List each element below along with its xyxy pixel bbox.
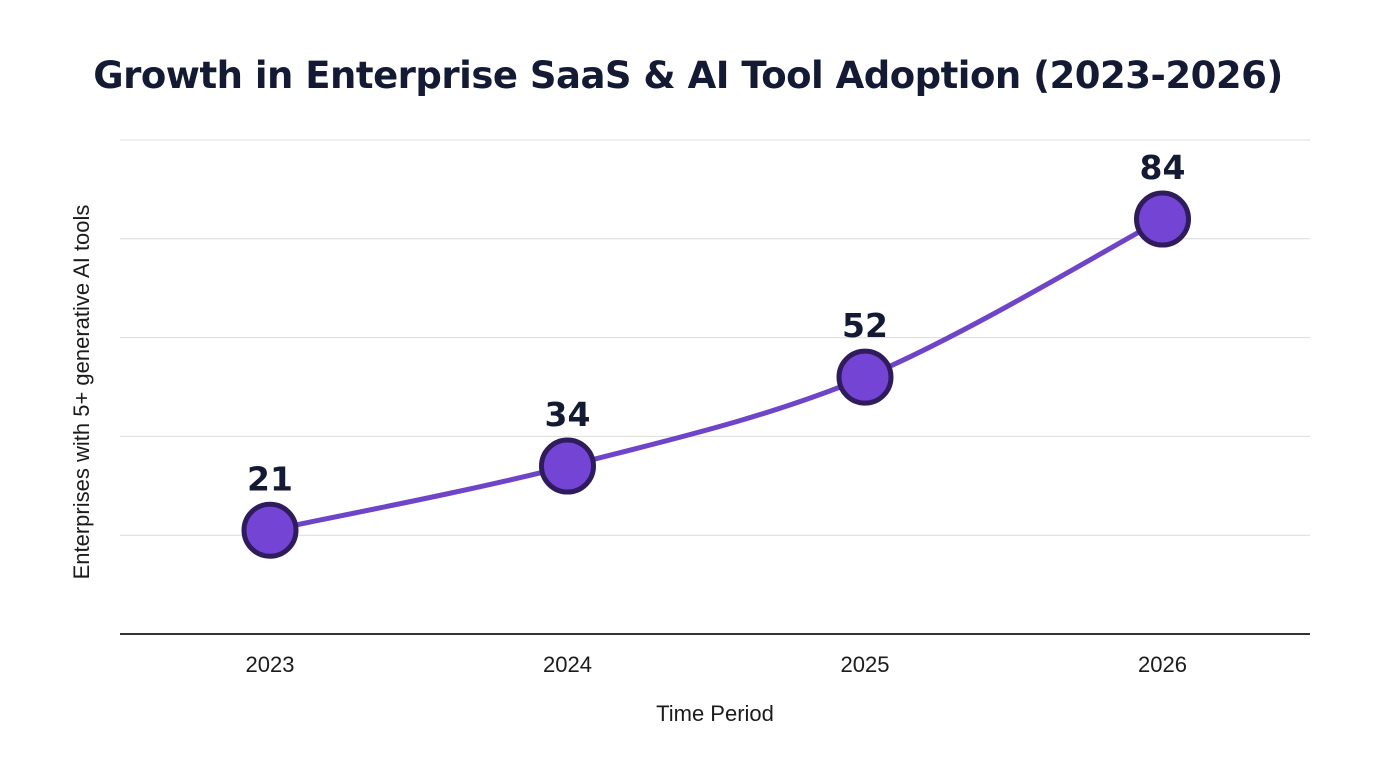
series-line bbox=[267, 216, 1165, 533]
data-labels: 21 34 52 84 bbox=[247, 148, 1185, 498]
data-label: 34 bbox=[545, 395, 591, 434]
x-tick-label: 2025 bbox=[841, 652, 890, 677]
data-label: 52 bbox=[842, 306, 888, 345]
x-tick-label: 2023 bbox=[246, 652, 295, 677]
x-axis-label: Time Period bbox=[656, 701, 774, 726]
x-tick-label: 2024 bbox=[543, 652, 592, 677]
chart-title: Growth in Enterprise SaaS & AI Tool Adop… bbox=[93, 54, 1283, 97]
data-point bbox=[241, 501, 299, 559]
x-tick-labels: 2023 2024 2025 2026 bbox=[246, 652, 1187, 677]
data-label: 84 bbox=[1140, 148, 1186, 187]
data-point bbox=[1134, 190, 1191, 248]
x-tick-label: 2026 bbox=[1138, 652, 1187, 677]
gridlines bbox=[120, 139, 1310, 536]
y-axis-label: Enterprises with 5+ generative AI tools bbox=[69, 205, 94, 580]
series-line-path bbox=[267, 216, 1165, 533]
data-point bbox=[539, 437, 596, 495]
data-label: 21 bbox=[247, 459, 293, 498]
data-points bbox=[241, 190, 1191, 559]
data-point bbox=[836, 348, 894, 406]
